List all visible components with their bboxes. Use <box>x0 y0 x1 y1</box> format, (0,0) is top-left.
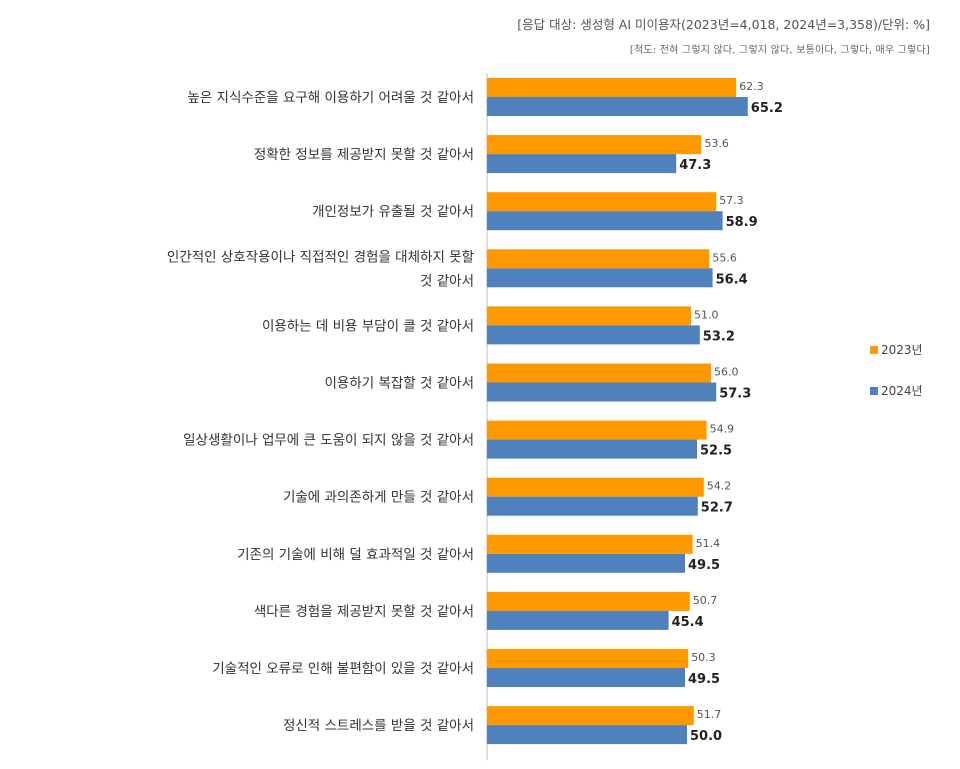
category-label: 기술적인 오류로 인해 불편함이 있을 것 같아서 <box>212 661 474 677</box>
category-label: 이용하는 데 비용 부담이 클 것 같아서 <box>262 318 474 334</box>
data-label-2023: 54.2 <box>707 480 732 493</box>
data-label-2024: 52.7 <box>701 501 733 516</box>
bar-2024 <box>487 610 669 630</box>
category-label: 개인정보가 유출될 것 같아서 <box>312 204 474 220</box>
category-label: 기술에 과의존하게 만들 것 같아서 <box>283 490 474 506</box>
legend-label-2024: 2024년 <box>881 384 923 398</box>
data-label-2023: 51.4 <box>696 537 721 550</box>
data-label-2024: 47.3 <box>679 158 711 173</box>
respondent-note: [응답 대상: 생성형 AI 미이용자(2023년=4,018, 2024년=3… <box>517 17 930 32</box>
category-label: 것 같아서 <box>420 273 474 289</box>
data-label-2024: 45.4 <box>672 615 704 630</box>
data-label-2024: 57.3 <box>719 387 751 402</box>
bar-2024 <box>487 154 677 174</box>
scale-note: [척도: 전혀 그렇지 않다, 그렇지 않다, 보통이다, 그렇다, 매우 그렇… <box>629 45 930 56</box>
data-label-2024: 53.2 <box>703 329 735 344</box>
category-label: 인간적인 상호작용이나 직접적인 경험을 대체하지 못할 <box>167 249 474 265</box>
legend-swatch-2024 <box>870 386 878 395</box>
data-label-2024: 52.5 <box>700 444 732 459</box>
bar-2024 <box>487 325 700 345</box>
data-label-2024: 65.2 <box>751 101 783 116</box>
data-label-2023: 62.3 <box>739 80 764 93</box>
bar-2023 <box>487 192 717 212</box>
bar-2024 <box>487 553 685 573</box>
legend-label-2023: 2023년 <box>881 343 923 357</box>
data-label-2023: 57.3 <box>719 194 744 207</box>
legend-swatch-2023 <box>870 345 878 354</box>
category-label: 기존의 기술에 비해 덜 효과적일 것 같아서 <box>237 547 474 563</box>
data-label-2023: 53.6 <box>704 137 729 150</box>
category-label: 일상생활이나 업무에 큰 도움이 되지 않을 것 같아서 <box>183 433 474 449</box>
data-label-2023: 54.9 <box>710 423 735 436</box>
data-label-2023: 55.6 <box>712 251 737 264</box>
bar-2023 <box>487 249 710 269</box>
data-label-2024: 49.5 <box>688 558 720 573</box>
bar-2023 <box>487 534 693 554</box>
legend-item-2023: 2023년 <box>870 341 923 358</box>
category-label: 색다른 경험을 제공받지 못할 것 같아서 <box>254 604 474 620</box>
category-label: 정신적 스트레스를 받을 것 같아서 <box>283 718 474 734</box>
data-label-2023: 51.7 <box>697 708 722 721</box>
legend-item-2024: 2024년 <box>870 382 923 399</box>
bar-2023 <box>487 591 690 611</box>
category-label: 이용하기 복잡할 것 같아서 <box>325 376 475 392</box>
bar-2023 <box>487 78 737 97</box>
bar-2023 <box>487 477 704 497</box>
bar-2024 <box>487 668 685 687</box>
bar-2024 <box>487 725 687 745</box>
bar-2024 <box>487 382 717 402</box>
data-label-2023: 50.3 <box>691 651 716 664</box>
data-label-2023: 50.7 <box>693 594 718 607</box>
data-label-2024: 49.5 <box>688 672 720 687</box>
data-label-2023: 56.0 <box>714 366 739 379</box>
data-label-2023: 51.0 <box>694 308 719 321</box>
bar-2024 <box>487 496 698 516</box>
bar-2024 <box>487 211 723 231</box>
data-label-2024: 56.4 <box>716 272 748 287</box>
bar-2023 <box>487 420 707 440</box>
bar-2023 <box>487 649 689 668</box>
bar-2023 <box>487 306 691 326</box>
bar-2024 <box>487 97 748 116</box>
bar-2023 <box>487 363 711 383</box>
category-label: 정확한 정보를 제공받지 못할 것 같아서 <box>254 147 474 163</box>
data-label-2024: 58.9 <box>726 215 758 230</box>
bar-2024 <box>487 439 697 459</box>
bar-2024 <box>487 268 713 288</box>
category-label: 높은 지식수준을 요구해 이용하기 어려울 것 같아서 <box>187 90 474 106</box>
bar-2023 <box>487 135 702 155</box>
data-label-2024: 50.0 <box>690 729 722 744</box>
bar-2023 <box>487 706 694 726</box>
